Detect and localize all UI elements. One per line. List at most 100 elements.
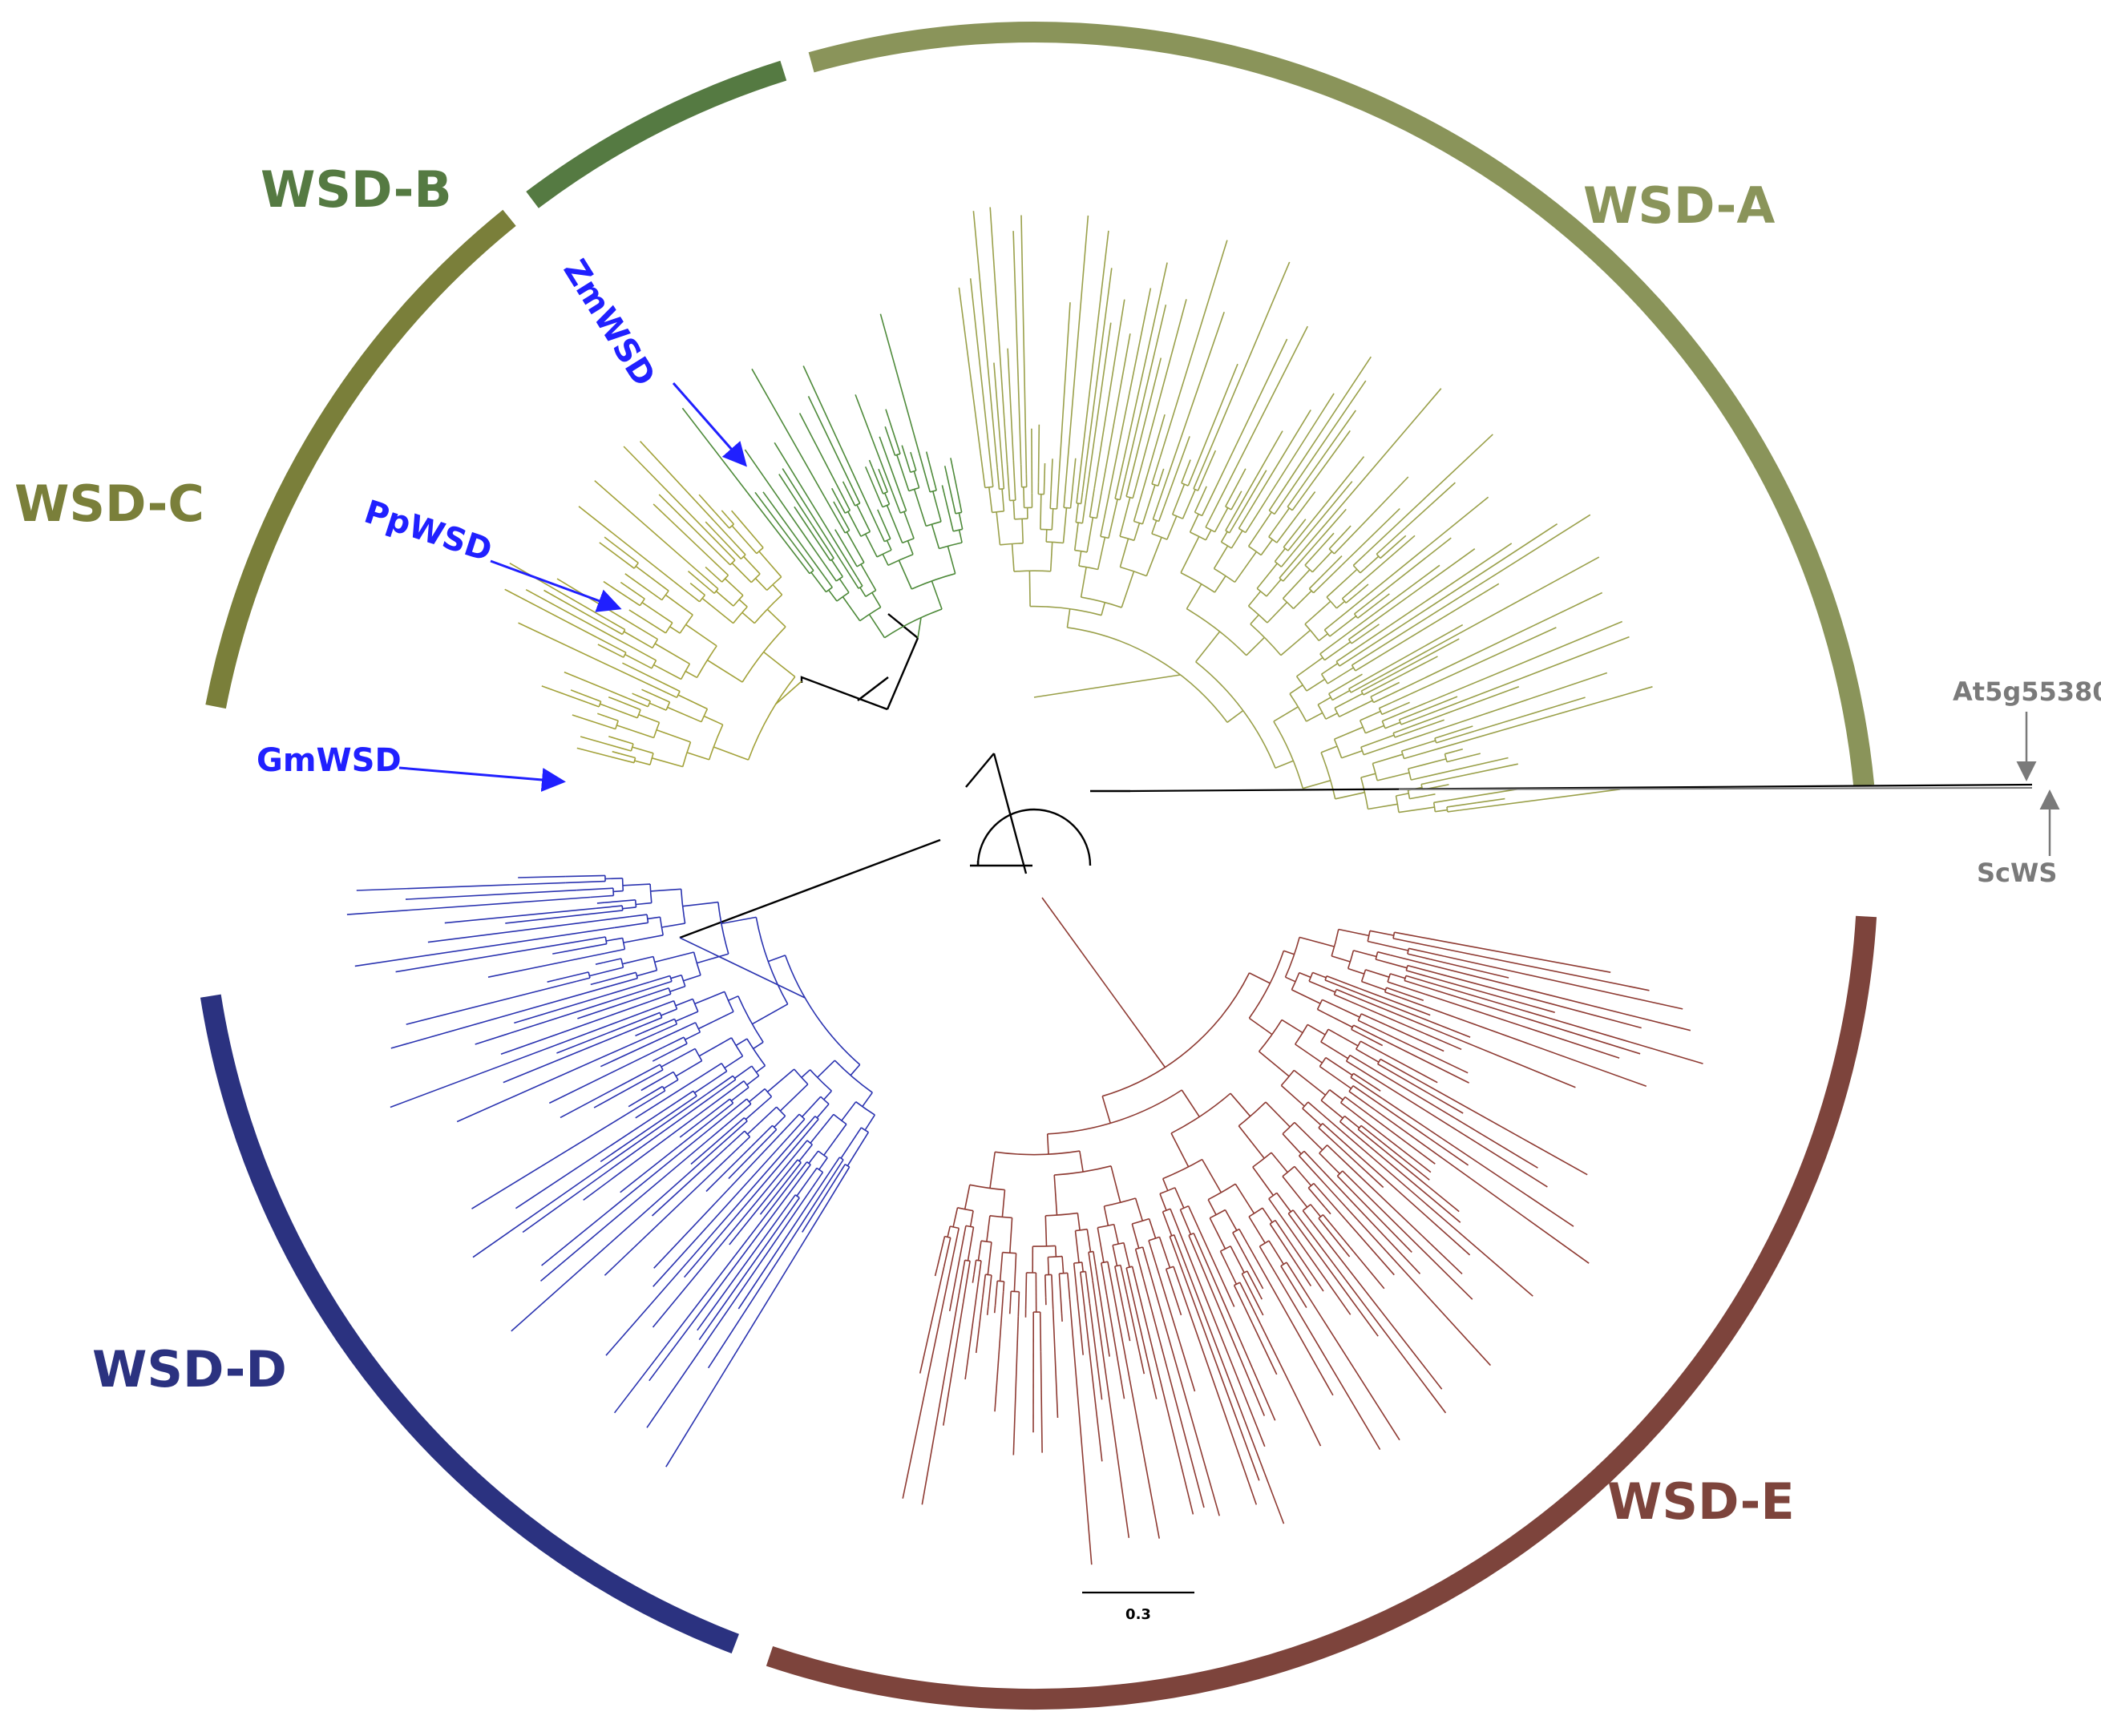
tree-branch (1372, 763, 1378, 781)
tree-branch (1341, 749, 1363, 759)
tree-branch (1046, 541, 1064, 544)
callout-label-zmwsd: ZmWSD (556, 253, 663, 393)
tree-branch (731, 525, 758, 555)
tree-branch (701, 597, 734, 624)
tree-branch (972, 211, 998, 468)
tree-branch (1076, 503, 1081, 505)
clade-label-wsd-b: WSD-B (261, 160, 452, 219)
tree-branch (1230, 1092, 1251, 1117)
tree-branch (1353, 950, 1377, 958)
tree-branch (1002, 1251, 1016, 1254)
tree-branch (1357, 1013, 1362, 1021)
tree-branch (1477, 797, 1505, 804)
tree-branch (1249, 972, 1271, 984)
tree-branch (1013, 1253, 1017, 1292)
tree-branch (652, 1049, 675, 1062)
clade-arc-wsd-b (526, 60, 787, 208)
tree-branch (685, 1032, 701, 1040)
tree-branch (1179, 1209, 1192, 1235)
tree-branch (1078, 551, 1082, 567)
tree-branch (1343, 673, 1363, 685)
tree-branch (801, 1069, 811, 1078)
callout-ppwsd: PpWSD (360, 494, 622, 612)
tree-branch (775, 680, 802, 705)
tree-branch (1357, 1019, 1384, 1033)
tree-branch (798, 1116, 816, 1136)
tree-branch (1020, 215, 1028, 474)
tree-branch (604, 948, 625, 955)
tree-branch (754, 578, 768, 591)
tree-branch (1335, 988, 1358, 999)
tree-branch (1268, 483, 1288, 511)
tree-branch (1226, 709, 1244, 723)
tree-branch (685, 624, 717, 647)
tree-branch (705, 566, 713, 573)
tree-branch (1385, 1068, 1464, 1114)
tree-branch (743, 555, 761, 575)
tree-branch (1273, 721, 1304, 789)
tree-branch (689, 582, 697, 589)
tree-branch (794, 1068, 809, 1085)
tree-branch (1352, 553, 1367, 567)
tree-branch (1446, 801, 1477, 808)
tree-branch (1123, 262, 1168, 460)
tree-branch (666, 692, 677, 699)
tree-branch (1054, 1165, 1112, 1176)
tree-branch (1394, 728, 1419, 738)
tree-branch (679, 838, 941, 939)
tree-branch (1356, 997, 1576, 1088)
tree-branch (632, 746, 654, 754)
tree-branch (1134, 299, 1187, 489)
tree-branch (686, 752, 709, 761)
tree-branch (713, 746, 749, 761)
tree-branch (989, 207, 1008, 465)
tree-branch (1317, 1008, 1353, 1028)
tree-branch (910, 451, 914, 460)
tree-branch (1301, 388, 1442, 552)
tree-branch (669, 985, 686, 992)
tree-branch (565, 874, 605, 878)
tree-branch (1238, 515, 1247, 529)
tree-branch (639, 696, 651, 702)
tree-branch (623, 935, 664, 943)
tree-branch (976, 1259, 982, 1262)
tree-branch (356, 882, 566, 891)
tree-branch (1108, 499, 1118, 539)
tree-branch (679, 1120, 701, 1138)
tree-branch (1135, 1282, 1194, 1515)
tree-branch (590, 982, 599, 986)
tree-branch (605, 937, 623, 942)
tree-branch (1351, 564, 1440, 632)
tree-branch (1044, 1215, 1048, 1246)
tree-branch (577, 995, 648, 1019)
tree-branch (683, 975, 701, 982)
tree-branch (846, 1132, 870, 1167)
tree-branch (1033, 674, 1181, 698)
tree-branch (717, 1116, 745, 1141)
tree-branch (699, 594, 706, 603)
tree-branch (820, 1096, 830, 1105)
tree-branch (1334, 994, 1368, 1010)
tree-branch (1407, 789, 1411, 799)
tree-branch (1129, 1280, 1158, 1399)
tree-branch (560, 1081, 628, 1119)
tree-branch (1008, 1306, 1012, 1314)
tree-branch (406, 980, 577, 1025)
tree-branch (1173, 1266, 1180, 1284)
tree-branch (1436, 730, 1475, 744)
tree-branch (1310, 1204, 1322, 1217)
tree-branch (1284, 937, 1300, 978)
tree-branch (598, 971, 636, 983)
tree-branch (606, 618, 626, 631)
tree-branch (899, 510, 907, 514)
tree-branch (346, 896, 591, 915)
tree-branch (1326, 975, 1360, 989)
tree-branch (1119, 535, 1135, 542)
tree-branch (939, 542, 963, 550)
tree-branch (1287, 1213, 1304, 1234)
tree-branch (912, 459, 917, 471)
tree-branch (1437, 979, 1555, 1013)
tree-branch (444, 907, 596, 924)
clade-arc-wsd-e (766, 915, 1877, 1710)
callout-arrow-zmwsd (672, 382, 747, 467)
